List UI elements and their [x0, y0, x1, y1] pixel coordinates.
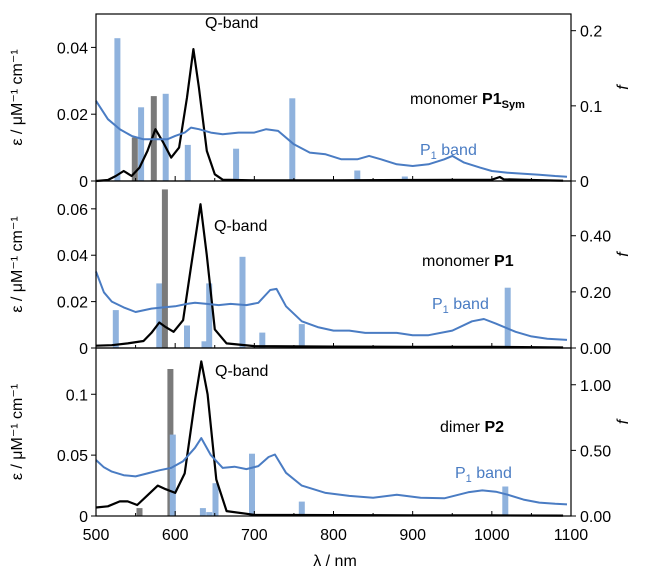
- oscillator-bar-top-7: [289, 98, 296, 181]
- left-axis-label-middle: ε / μM⁻¹ cm⁻¹: [9, 216, 26, 312]
- right-tick-label: 0.00: [580, 509, 611, 526]
- x-tick-label: 900: [399, 527, 426, 544]
- oscillator-bar-top-4: [162, 93, 169, 181]
- oscillator-bar-bottom-4: [206, 512, 213, 516]
- panel-top: 0 0.02 0.04 0 0.1 0.2 ε / μM⁻¹ cm⁻¹ f Q-band P1 b…: [9, 13, 632, 191]
- absorption-curve-blue-top: [95, 100, 568, 178]
- left-tick-label: 0.1: [66, 387, 88, 404]
- oscillator-bar-middle-1: [156, 283, 163, 348]
- oscillator-bar-middle-3: [184, 325, 190, 348]
- panel-name-middle: monomer P1: [422, 253, 514, 270]
- panel-middle: 0 0.02 0.04 0.06 0.00 0.20 0.40 ε / μM⁻¹ cm⁻¹ f Q…: [9, 180, 632, 358]
- left-axis-label-bottom: ε / μM⁻¹ cm⁻¹: [9, 384, 26, 480]
- x-tick-label: 1000: [474, 527, 510, 544]
- right-axis-label-top: f: [615, 84, 632, 90]
- oscillator-bar-middle-5: [206, 283, 213, 348]
- right-tick-label: 0: [580, 174, 589, 191]
- oscillator-bar-bottom-7: [298, 501, 305, 516]
- oscillator-bar-middle-8: [298, 324, 305, 348]
- oscillator-bar-bottom-3: [199, 508, 206, 516]
- oscillator-bar-top-6: [233, 148, 240, 181]
- left-axis-label-top: ε / μM⁻¹ cm⁻¹: [9, 49, 26, 145]
- right-axis-label-bottom: f: [615, 418, 632, 424]
- oscillator-bar-bottom-6: [249, 453, 255, 516]
- absorption-curve-black-bottom: [95, 360, 564, 517]
- right-axis-label-middle: f: [615, 251, 632, 257]
- panel-name-top: monomer P1Sym: [410, 91, 525, 111]
- oscillator-bar-middle-7: [259, 332, 266, 348]
- oscillator-bar-middle-2: [161, 189, 168, 348]
- oscillator-bar-bottom-8: [502, 486, 509, 516]
- left-tick-label: 0: [79, 174, 88, 191]
- left-tick-label: 0.02: [57, 295, 88, 312]
- x-tick-label: 1100: [554, 527, 589, 544]
- oscillator-bar-bottom-0: [136, 508, 143, 516]
- absorption-curve-blue-middle: [95, 271, 568, 341]
- left-tick-label: 0.02: [57, 107, 88, 124]
- x-tick-label: 500: [83, 527, 110, 544]
- left-tick-label: 0.05: [57, 448, 88, 465]
- p1band-label-top: P1 band: [420, 142, 477, 162]
- right-tick-label: 0.1: [580, 99, 602, 116]
- panels-group: 0 0.02 0.04 0 0.1 0.2 ε / μM⁻¹ cm⁻¹ f Q-band P1 b…: [9, 13, 632, 526]
- oscillator-bar-middle-0: [112, 310, 119, 348]
- qband-label-middle: Q-band: [214, 218, 267, 235]
- right-tick-label: 1.00: [580, 378, 611, 395]
- right-tick-label: 0.00: [580, 341, 611, 358]
- oscillator-bar-top-2: [138, 107, 145, 181]
- left-tick-label: 0: [79, 509, 88, 526]
- oscillator-bar-top-0: [114, 38, 121, 182]
- x-tick-label: 700: [241, 527, 268, 544]
- oscillator-bar-top-8: [354, 170, 361, 181]
- oscillator-bar-top-1: [131, 137, 138, 181]
- oscillator-bar-bottom-2: [169, 434, 176, 516]
- p1band-label-bottom: P1 band: [455, 465, 512, 485]
- x-tick-label: 800: [320, 527, 347, 544]
- oscillator-bar-top-5: [184, 144, 191, 181]
- left-tick-label: 0: [79, 341, 88, 358]
- x-tick-label: 600: [162, 527, 189, 544]
- left-tick-label: 0.04: [57, 40, 88, 57]
- panel-name-bottom: dimer P2: [440, 419, 504, 436]
- right-tick-label: 0.50: [580, 443, 611, 460]
- x-axis-group: 500 600 700 800 900 1000 1100: [83, 527, 589, 544]
- absorption-curve-blue-bottom: [95, 437, 568, 506]
- right-tick-label: 0.20: [580, 285, 611, 302]
- right-tick-label: 0.40: [580, 229, 611, 246]
- qband-label-top: Q-band: [205, 15, 258, 32]
- qband-label-bottom: Q-band: [215, 363, 268, 380]
- right-tick-label: 0.2: [580, 24, 602, 41]
- oscillator-bar-middle-4: [201, 341, 208, 348]
- oscillator-bar-middle-9: [504, 287, 511, 348]
- panel-bottom: 0 0.05 0.1 0.00 0.50 1.00 ε / μM⁻¹ cm⁻¹ f Q-band…: [9, 347, 632, 526]
- p1band-label-middle: P1 band: [432, 296, 489, 316]
- left-tick-label: 0.04: [57, 248, 88, 265]
- oscillator-bar-middle-6: [239, 256, 246, 348]
- x-axis-label: λ / nm: [313, 553, 357, 570]
- oscillator-bar-top-9: [401, 176, 408, 181]
- oscillator-bar-bottom-5: [212, 483, 219, 516]
- left-tick-label: 0.06: [57, 202, 88, 219]
